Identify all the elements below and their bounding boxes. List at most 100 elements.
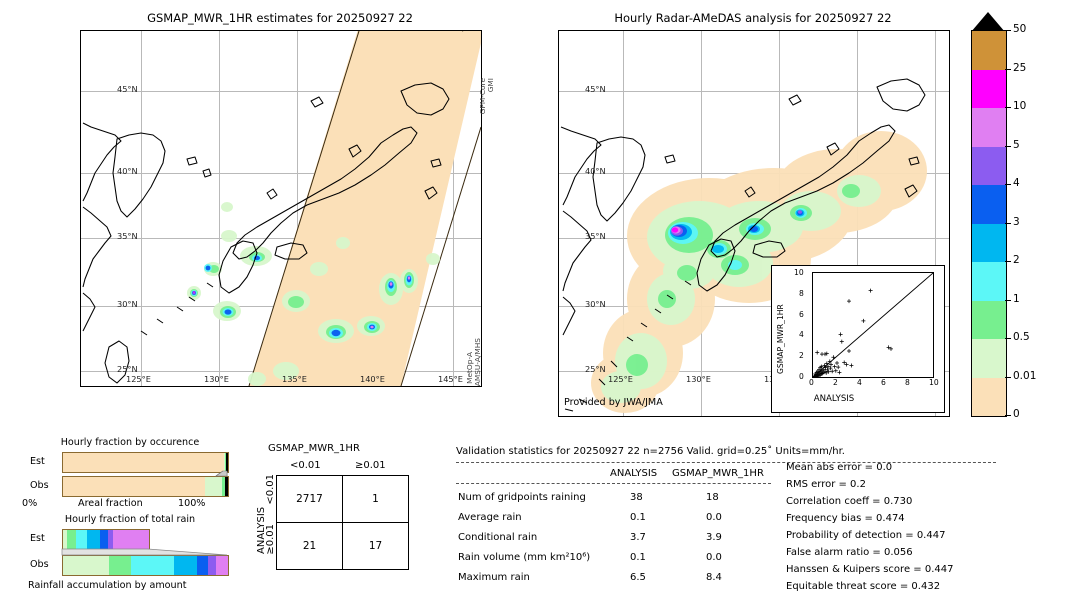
colorbar-segment-5 xyxy=(972,223,1006,262)
occurrence-row-obs-label: Obs xyxy=(30,480,49,491)
scatter-point xyxy=(829,362,833,367)
colorbar-tick-label-8: 0.5 xyxy=(1013,331,1030,343)
scatter-ytick-10: 10 xyxy=(794,268,804,277)
scatter-point xyxy=(823,352,827,357)
accumulation-chart-title: Hourly fraction of total rain xyxy=(64,514,196,525)
scatter-xtick-10: 10 xyxy=(929,378,939,387)
right-lat-tick-35: 35°N xyxy=(585,231,606,241)
scatter-point xyxy=(832,364,837,369)
right-lon-tick-130: 130°E xyxy=(686,374,711,384)
scatter-ylabel: GSMAP_MWR_1HR xyxy=(776,304,785,374)
scatter-point xyxy=(849,363,854,368)
left-lat-tick-25: 25°N xyxy=(117,364,138,374)
scatter-xtick-2: 2 xyxy=(833,378,838,387)
colorbar-over-arrow xyxy=(971,12,1005,32)
occurrence-segment-1-1 xyxy=(205,477,222,496)
validation-row-estimate-3: 0.0 xyxy=(706,552,722,563)
scatter-plot-area xyxy=(812,272,934,378)
colorbar-segment-8 xyxy=(972,339,1006,378)
scatter-xtick-6: 6 xyxy=(881,378,886,387)
scatter-point xyxy=(828,366,833,371)
data-provider-credit: Provided by JWA/JMA xyxy=(564,397,663,408)
accumulation-segment-0-1 xyxy=(67,530,76,549)
accumulation-chart[interactable]: Est Obs xyxy=(30,527,230,579)
validation-row-label-3: Rain volume (mm km²10⁶) xyxy=(458,552,591,563)
table-row: 21 17 xyxy=(276,522,409,570)
occurrence-segment-0-2 xyxy=(225,453,226,472)
scatter-ytick-8: 8 xyxy=(799,288,804,298)
colorbar-tick-label-9: 0.01 xyxy=(1013,369,1037,382)
validation-header-rule xyxy=(456,462,996,463)
occurrence-segment-1-3 xyxy=(225,477,228,496)
left-lon-tick-135: 135°E xyxy=(282,374,307,384)
validation-row-estimate-4: 8.4 xyxy=(706,572,722,583)
colorbar-tick-label-3: 5 xyxy=(1013,138,1020,151)
scatter-point xyxy=(821,367,826,372)
scatter-ytick-0: 0 xyxy=(799,372,804,381)
accumulation-row-est-label: Est xyxy=(30,533,45,544)
left-lon-tick-145: 145°E xyxy=(438,374,463,384)
colorbar-tick-label-6: 2 xyxy=(1013,254,1020,266)
validation-row-estimate-1: 0.0 xyxy=(706,512,722,523)
right-lat-tick-30: 30°N xyxy=(585,299,606,309)
contingency-col-header-1: ≥0.01 xyxy=(355,460,386,471)
table-row: 2717 1 xyxy=(276,475,409,523)
occurrence-segment-0-3 xyxy=(226,453,228,472)
left-panel-title: GSMAP_MWR_1HR estimates for 20250927 22 xyxy=(147,11,413,25)
right-lat-tick-40: 40°N xyxy=(585,166,606,176)
validation-col-rule xyxy=(456,483,771,484)
left-lat-tick-40: 40°N xyxy=(117,166,138,176)
occurrence-segment-1-0 xyxy=(63,477,206,496)
validation-row-analysis-0: 38 xyxy=(630,492,643,503)
colorbar-tickline-4 xyxy=(1005,184,1011,185)
accumulation-row-est-bar xyxy=(62,529,150,550)
scatter-point xyxy=(815,350,820,355)
colorbar[interactable]: 50 25 10 5 4 3 2 1 0.5 0.01 0 xyxy=(971,12,1036,420)
scatter-point xyxy=(824,361,829,366)
right-map-panel[interactable]: 45°N 40°N 35°N 30°N 25°N 125°E 130°E 135… xyxy=(558,30,950,417)
validation-score-6: Hanssen & Kuipers score = 0.447 xyxy=(786,564,954,575)
scatter-point xyxy=(889,346,893,351)
colorbar-tick-label-7: 1 xyxy=(1013,292,1020,305)
contingency-table[interactable]: 2717 1 21 17 xyxy=(276,475,409,570)
scatter-point xyxy=(825,367,830,372)
colorbar-body xyxy=(971,30,1007,417)
validation-score-5: False alarm ratio = 0.056 xyxy=(786,547,913,558)
scatter-xtick-4: 4 xyxy=(857,378,862,387)
scatter-inset[interactable]: GSMAP_MWR_1HR ANALYSIS 0 2 4 6 8 10 0 2 4 6 8 10 xyxy=(771,265,945,413)
colorbar-segment-0 xyxy=(972,31,1006,70)
validation-header: Validation statistics for 20250927 22 n=… xyxy=(456,446,845,457)
colorbar-tick-label-4: 4 xyxy=(1013,177,1020,189)
occurrence-x-min-label: 0% xyxy=(22,498,38,509)
scatter-point xyxy=(826,364,830,369)
accumulation-segment-1-4 xyxy=(196,556,209,575)
scatter-point xyxy=(836,365,841,370)
colorbar-segment-1 xyxy=(972,69,1006,108)
scatter-point xyxy=(847,349,851,353)
validation-row-label-1: Average rain xyxy=(458,512,522,523)
right-lat-tick-25: 25°N xyxy=(585,364,606,374)
left-map-panel[interactable]: 45°N 40°N 35°N 30°N 25°N 125°E 130°E 135… xyxy=(80,30,482,387)
validation-row-label-2: Conditional rain xyxy=(458,532,538,543)
scatter-xtick-8: 8 xyxy=(905,378,910,387)
colorbar-tickline-10 xyxy=(1005,415,1011,416)
accumulation-segment-0-5 xyxy=(107,530,113,549)
occurrence-row-obs-bar xyxy=(62,476,229,497)
scatter-point xyxy=(831,355,836,360)
validation-row-label-4: Maximum rain xyxy=(458,572,530,583)
occurrence-chart[interactable]: Est Obs xyxy=(30,450,230,500)
colorbar-tick-label-10: 0 xyxy=(1013,408,1020,420)
swath-label-gpm-core-gmi-line2: GMI xyxy=(486,78,495,93)
scatter-ytick-6: 6 xyxy=(799,309,804,319)
validation-score-1: RMS error = 0.2 xyxy=(786,479,866,490)
scatter-xtick-0: 0 xyxy=(809,378,814,387)
accumulation-row-obs-label: Obs xyxy=(30,559,49,570)
scatter-point xyxy=(824,351,829,356)
colorbar-segment-3 xyxy=(972,146,1006,185)
colorbar-tick-label-2: 10 xyxy=(1013,100,1027,112)
occurrence-x-max-label: 100% xyxy=(178,498,206,509)
accumulation-xlabel: Rainfall accumulation by amount xyxy=(28,580,187,591)
scatter-point xyxy=(822,363,827,368)
colorbar-tickline-8 xyxy=(1005,338,1011,339)
validation-score-4: Probability of detection = 0.447 xyxy=(786,530,946,541)
